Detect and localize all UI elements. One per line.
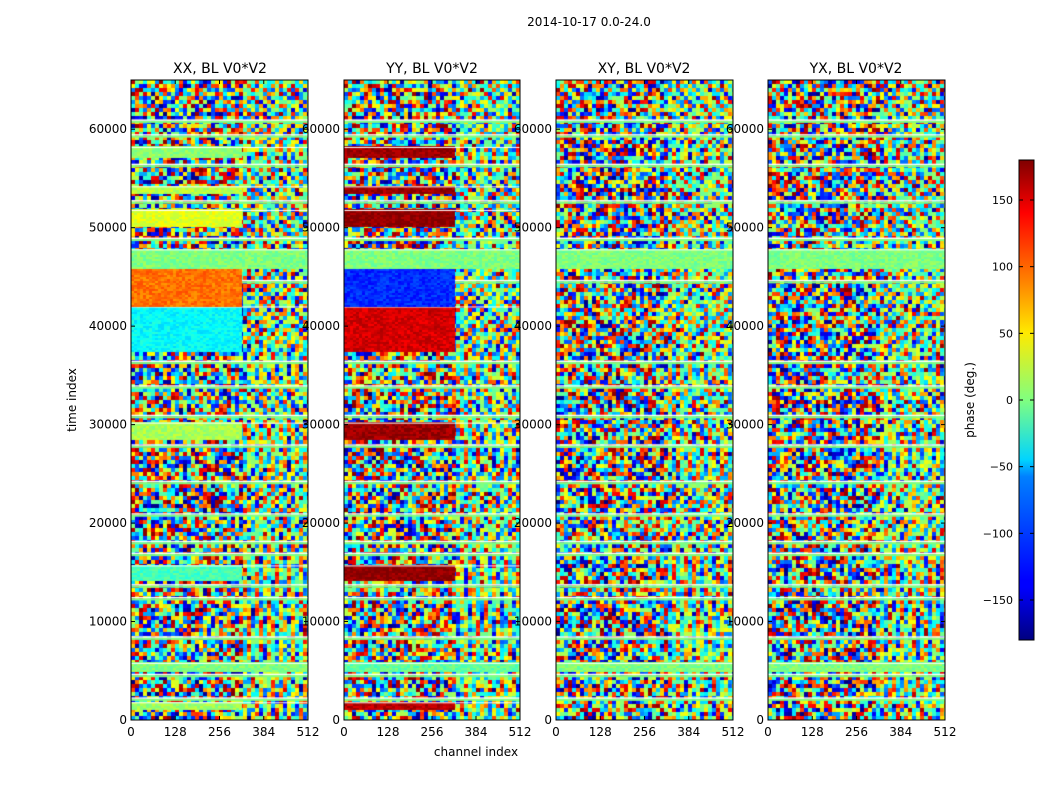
y-tick-label: 10000 xyxy=(89,615,127,629)
y-tick-label: 0 xyxy=(756,713,764,727)
x-tick-label: 384 xyxy=(252,725,275,739)
colorbar-tick-label: −100 xyxy=(983,527,1013,540)
x-tick-label: 512 xyxy=(509,725,532,739)
y-tick-label: 50000 xyxy=(726,221,764,235)
panel-title-xx: XX, BL V0*V2 xyxy=(173,61,267,77)
panel-xx: XX, BL V0*V2 xyxy=(130,61,309,721)
y-tick-label: 10000 xyxy=(514,615,552,629)
x-tick-label: 384 xyxy=(889,725,912,739)
y-tick-label: 0 xyxy=(119,713,127,727)
x-tick-label: 256 xyxy=(421,725,444,739)
axis-ticks: 0 128 256 384 512 0 10000 20000 30000 40000 50000 6… xyxy=(89,80,957,739)
x-tick-label: 512 xyxy=(934,725,957,739)
colorbar-tick-label: 100 xyxy=(992,261,1013,274)
x-tick-label: 384 xyxy=(677,725,700,739)
x-axis-label: channel index xyxy=(434,745,518,759)
heatmap-image-yx xyxy=(768,80,945,720)
y-tick-label: 20000 xyxy=(514,516,552,530)
panel-title-xy: XY, BL V0*V2 xyxy=(598,61,691,77)
y-tick-label: 30000 xyxy=(726,418,764,432)
panel-yy: YY, BL V0*V2 xyxy=(343,61,521,721)
y-tick-label: 30000 xyxy=(514,418,552,432)
panel-title-yy: YY, BL V0*V2 xyxy=(385,61,478,77)
y-tick-label: 40000 xyxy=(302,319,340,333)
y-tick-label: 40000 xyxy=(726,319,764,333)
x-tick-label: 128 xyxy=(589,725,612,739)
x-tick-label: 128 xyxy=(377,725,400,739)
y-tick-label: 60000 xyxy=(302,122,340,136)
colorbar-tick-label: −150 xyxy=(983,594,1013,607)
x-tick-label: 512 xyxy=(297,725,320,739)
colorbar-tick-label: 50 xyxy=(999,327,1013,340)
y-tick-label: 40000 xyxy=(514,319,552,333)
colorbar: −150 −100 −50 0 50 100 150 phase (deg.) xyxy=(963,159,1035,641)
y-tick-label: 60000 xyxy=(514,122,552,136)
y-tick-label: 30000 xyxy=(89,418,127,432)
y-tick-label: 0 xyxy=(332,713,340,727)
panel-yx: YX, BL V0*V2 xyxy=(767,61,946,721)
x-tick-label: 0 xyxy=(764,725,772,739)
panel-title-yx: YX, BL V0*V2 xyxy=(809,61,903,77)
colorbar-tick-label: 0 xyxy=(1006,394,1013,407)
y-tick-label: 30000 xyxy=(302,418,340,432)
x-tick-label: 0 xyxy=(552,725,560,739)
y-tick-label: 50000 xyxy=(514,221,552,235)
x-tick-label: 512 xyxy=(722,725,745,739)
panel-xy: XY, BL V0*V2 xyxy=(555,61,734,721)
y-tick-label: 50000 xyxy=(302,221,340,235)
y-tick-label: 60000 xyxy=(726,122,764,136)
y-tick-label: 0 xyxy=(544,713,552,727)
y-tick-label: 40000 xyxy=(89,319,127,333)
heatmap-image-xy xyxy=(556,80,733,720)
x-tick-label: 256 xyxy=(845,725,868,739)
colorbar-label: phase (deg.) xyxy=(963,362,977,438)
y-tick-label: 10000 xyxy=(302,615,340,629)
y-tick-label: 50000 xyxy=(89,221,127,235)
y-axis-label: time index xyxy=(65,368,79,432)
x-tick-label: 256 xyxy=(208,725,231,739)
y-tick-label: 20000 xyxy=(726,516,764,530)
colorbar-tick-label: 150 xyxy=(992,194,1013,207)
x-tick-label: 256 xyxy=(633,725,656,739)
y-tick-label: 10000 xyxy=(726,615,764,629)
x-tick-label: 384 xyxy=(465,725,488,739)
x-tick-label: 0 xyxy=(127,725,135,739)
x-tick-label: 128 xyxy=(164,725,187,739)
y-tick-label: 20000 xyxy=(302,516,340,530)
heatmap-image-yy xyxy=(344,80,520,720)
x-tick-label: 128 xyxy=(801,725,824,739)
colorbar-tick-label: −50 xyxy=(990,461,1013,474)
y-tick-label: 60000 xyxy=(89,122,127,136)
heatmap-image-xx xyxy=(131,80,308,720)
colorbar-ticks: −150 −100 −50 0 50 100 150 xyxy=(983,194,1034,607)
y-tick-label: 20000 xyxy=(89,516,127,530)
figure-suptitle: 2014-10-17 0.0-24.0 xyxy=(527,15,651,29)
x-tick-label: 0 xyxy=(340,725,348,739)
